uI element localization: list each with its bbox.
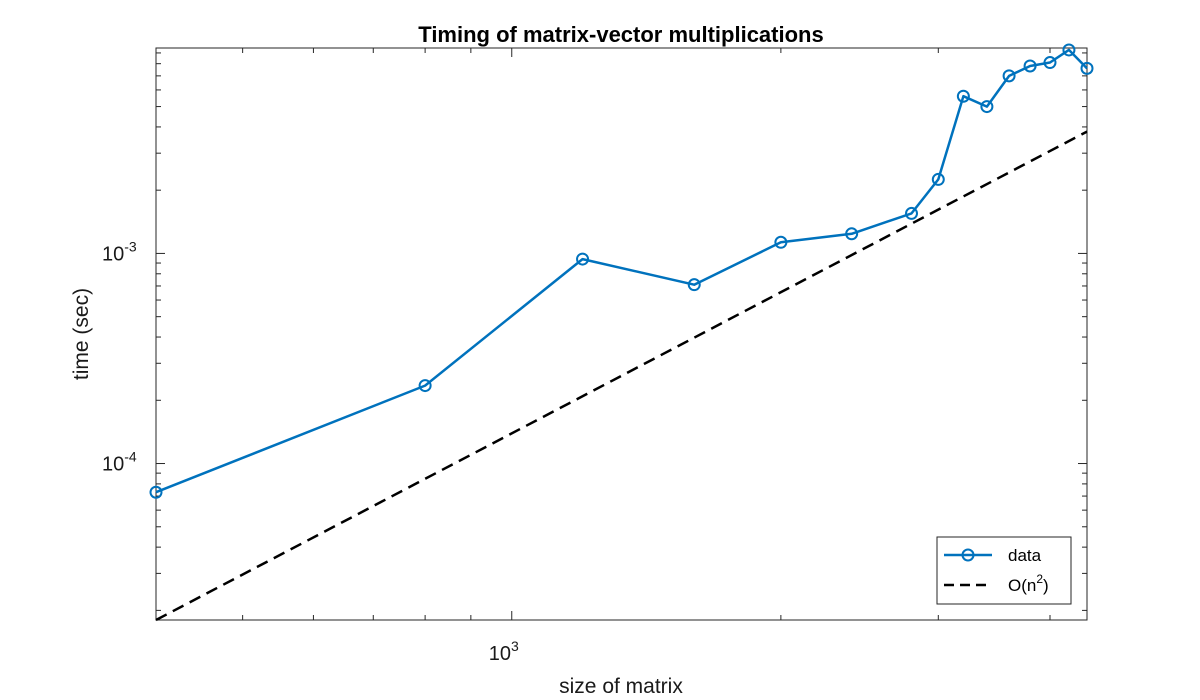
legend-on2-label: O(n2) xyxy=(1008,572,1049,595)
legend-on2-text: O(n xyxy=(1008,576,1036,595)
legend-box xyxy=(936,536,1072,605)
data-point xyxy=(980,100,994,114)
x-tick-label: 103 xyxy=(489,638,519,665)
data-point xyxy=(774,235,788,249)
legend-on2-suffix: ) xyxy=(1043,576,1049,595)
data-point xyxy=(149,485,163,499)
y-tick-base: 10 xyxy=(102,243,124,265)
data-point xyxy=(687,278,701,292)
plot-area xyxy=(155,47,1088,621)
x-tick-base: 10 xyxy=(489,643,511,665)
y-tick-exponent: -4 xyxy=(124,449,137,465)
legend: data O(n2) xyxy=(936,536,1072,605)
data-point xyxy=(956,89,970,103)
data-point xyxy=(905,206,919,220)
series-layer xyxy=(149,43,1094,622)
series-line-1 xyxy=(155,130,1088,622)
data-point xyxy=(576,252,590,266)
data-point xyxy=(1023,59,1037,73)
y-tick-labels: 10-410-3 xyxy=(102,238,137,475)
data-point xyxy=(1043,56,1057,70)
legend-data-marker xyxy=(961,548,975,562)
series-line-0 xyxy=(155,48,1088,494)
data-point xyxy=(1062,43,1076,57)
x-tick-exponent: 3 xyxy=(511,638,519,654)
data-point xyxy=(845,227,859,241)
y-tick-label: 10-4 xyxy=(102,449,137,476)
x-tick-labels: 103 xyxy=(489,638,519,665)
data-point xyxy=(1080,61,1094,75)
legend-data-label: data xyxy=(1008,546,1042,565)
y-tick-exponent: -3 xyxy=(124,238,137,254)
legend-on2-exponent: 2 xyxy=(1036,572,1043,586)
y-tick-base: 10 xyxy=(102,454,124,476)
y-axis-label: time (sec) xyxy=(70,288,93,380)
data-point xyxy=(931,172,945,186)
data-point xyxy=(418,379,432,393)
y-tick-label: 10-3 xyxy=(102,238,137,265)
data-point xyxy=(1002,69,1016,83)
major-ticks xyxy=(156,48,1087,620)
chart-title: Timing of matrix-vector multiplications xyxy=(418,22,823,47)
x-axis-label: size of matrix xyxy=(559,675,683,698)
minor-ticks xyxy=(156,48,1087,620)
